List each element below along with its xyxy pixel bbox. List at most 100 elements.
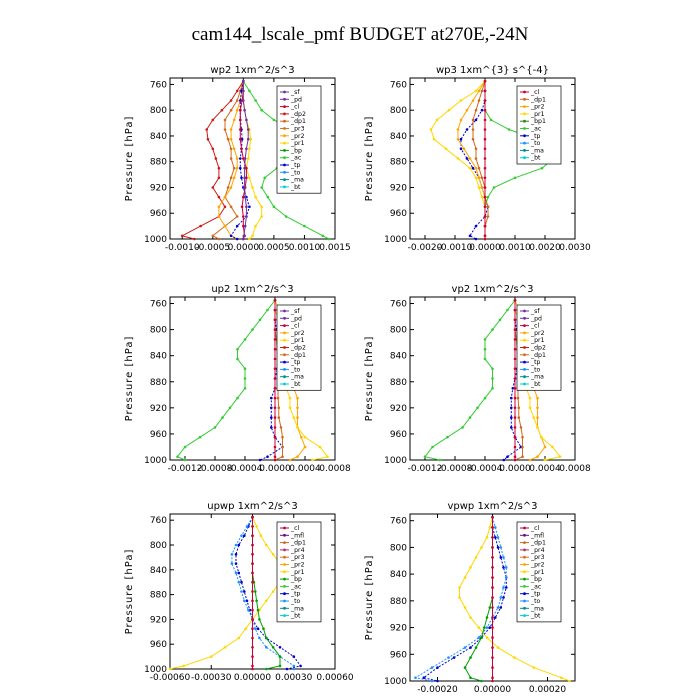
y-tick-label: 920 [390, 404, 407, 414]
x-tick-label: 0.00030 [275, 673, 312, 683]
legend-marker-bt [283, 382, 286, 386]
data-point-cl [483, 224, 487, 228]
y-tick-label: 920 [390, 624, 407, 634]
panel-vp2: vp2 1xm^2/s^3 Pressure [hPa] 760 800 840 880 9… [364, 284, 591, 474]
legend-marker-pr1 [283, 570, 286, 574]
data-point-cl [491, 676, 494, 679]
x-tick-label: 0.0004 [529, 464, 561, 474]
data-point-pr1 [254, 195, 257, 199]
x-tick-label: -0.0005 [195, 243, 230, 253]
data-point-bp [258, 618, 261, 621]
legend-marker-dp2 [283, 112, 286, 116]
data-point-pr1 [168, 667, 172, 671]
data-point-dp2 [206, 137, 210, 141]
data-point-pd [243, 224, 247, 228]
legend-label-pr3: _pr3 [290, 126, 305, 133]
data-point-pr1 [251, 186, 254, 189]
data-point-tp [234, 562, 238, 565]
data-point-ac [327, 237, 331, 241]
y-tick-label: 880 [390, 597, 407, 607]
data-point-pd [245, 205, 248, 209]
data-point-pr2 [232, 118, 236, 122]
data-point-dp1 [517, 416, 521, 419]
data-point-tp [510, 396, 513, 400]
data-point-tp [471, 166, 475, 170]
legend-label-pr3: _pr3 [290, 554, 305, 561]
data-point-pr1 [543, 458, 547, 462]
series-line-tp [259, 300, 284, 461]
panel-vpwp: vpwp 1xm^2/s^3 Pressure [hPa] 760 800 840 880… [364, 501, 576, 695]
panel-title: up2 1xm^2/s^3 [211, 284, 293, 295]
data-point-cl [513, 318, 517, 322]
panel-title: wp3 1xm^{3} s^{-4} [436, 65, 549, 76]
legend-marker-bp [283, 577, 286, 581]
data-point-bp [474, 646, 478, 649]
data-point-bp [480, 679, 483, 683]
data-point-to [502, 556, 505, 559]
data-point-tp [239, 166, 242, 170]
legend-marker-mfl [283, 533, 286, 537]
legend-marker-cl [523, 324, 526, 327]
data-point-tp [510, 416, 513, 419]
data-point-pr1 [288, 406, 292, 410]
data-point-tp [496, 546, 500, 549]
data-point-ac [483, 338, 487, 341]
data-point-cl [483, 89, 487, 93]
data-point-pr2 [474, 166, 478, 170]
legend-label-ma: _ma [530, 374, 544, 381]
data-point-to [230, 553, 234, 556]
data-point-pr2 [288, 458, 292, 462]
data-point-pr1 [260, 215, 264, 218]
data-point-to [430, 666, 434, 669]
x-tick-label: 0.0000 [499, 464, 531, 474]
data-point-to [463, 646, 467, 649]
data-point-pr2 [232, 147, 236, 151]
legend-label-sf: _sf [290, 89, 300, 96]
data-point-ac [491, 367, 494, 371]
data-point-tp [234, 553, 238, 556]
data-point-bp [265, 667, 268, 671]
series-line-pr2 [218, 81, 244, 240]
data-point-to [292, 667, 296, 671]
data-point-ac [176, 455, 179, 459]
data-point-ac [321, 234, 325, 238]
data-point-tp [459, 137, 463, 141]
data-point-cl [483, 176, 487, 180]
data-point-cl [483, 79, 487, 83]
data-point-tp [474, 224, 478, 228]
data-point-tp [422, 676, 426, 679]
data-point-cl [251, 655, 254, 658]
data-point-pr1 [303, 435, 307, 439]
data-point-dp1 [229, 176, 233, 180]
data-point-cl [273, 426, 277, 429]
y-axis-label: Pressure [hPa] [124, 549, 135, 635]
data-point-pr1 [260, 205, 264, 209]
data-point-cl [483, 157, 487, 160]
data-point-pr1 [255, 525, 258, 528]
y-tick-label: 920 [150, 615, 167, 625]
data-point-pr2 [536, 406, 539, 410]
data-point-dp2 [180, 234, 184, 238]
data-point-pr2 [223, 224, 227, 228]
data-point-bp [480, 636, 483, 639]
data-point-cl [483, 99, 487, 102]
data-point-tp [459, 147, 463, 151]
data-point-pr1 [292, 416, 296, 419]
data-point-pr2 [465, 108, 469, 112]
data-point-pr2 [296, 406, 299, 410]
series-line-pr2 [457, 80, 486, 239]
data-point-cl [240, 147, 243, 151]
data-point-cl [491, 636, 494, 639]
legend-marker-pr1 [523, 570, 526, 574]
legend-marker-dp1 [523, 97, 526, 101]
data-point-dp2 [211, 186, 215, 189]
legend-label-tp: _tp [530, 133, 541, 140]
data-point-cl [242, 157, 245, 160]
data-point-pr2 [462, 147, 466, 151]
data-point-dp1 [281, 435, 284, 439]
data-point-to [499, 596, 503, 599]
y-tick-label: 760 [150, 80, 167, 90]
data-point-bp [488, 606, 492, 609]
data-point-to [505, 576, 508, 579]
data-point-tp [510, 406, 513, 410]
